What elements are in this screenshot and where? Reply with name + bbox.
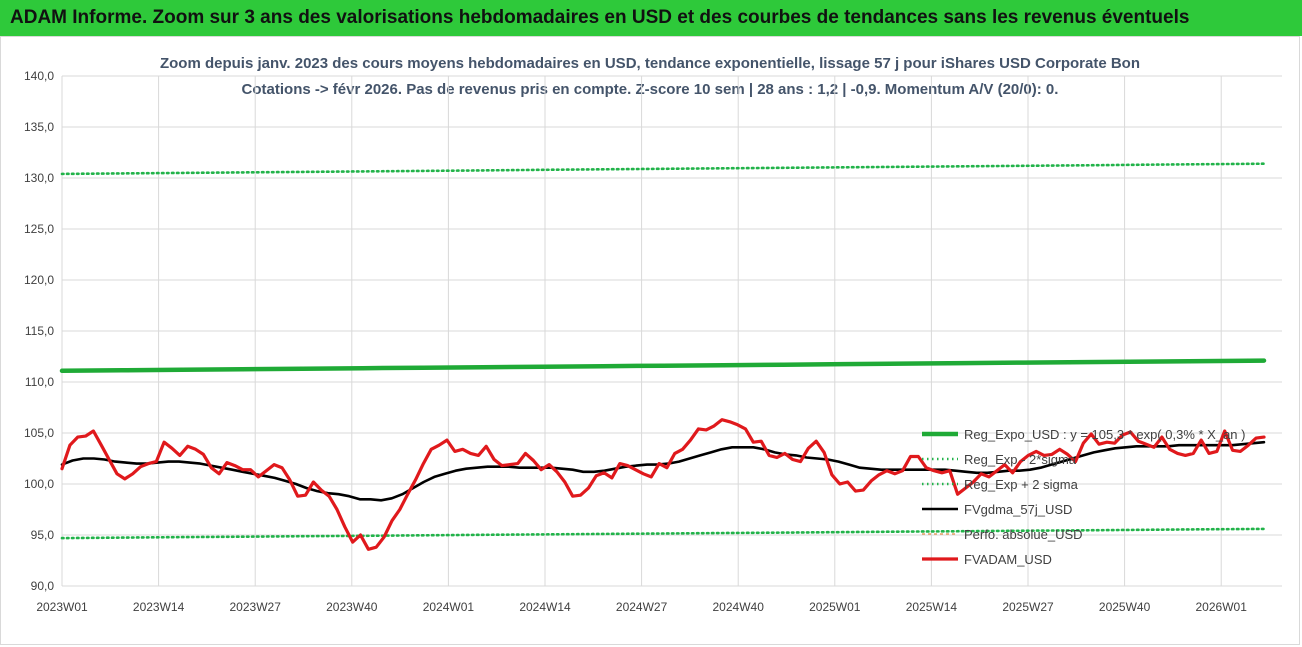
y-tick-label: 130,0 [24,171,54,185]
series-line-0 [59,358,1267,374]
x-tick-label: 2023W01 [36,600,88,614]
y-tick-label: 110,0 [25,375,54,389]
x-tick-label: 2025W14 [906,600,958,614]
y-tick-label: 100,0 [24,477,54,491]
series-group [59,162,1267,551]
x-tick-label: 2025W40 [1099,600,1151,614]
legend-label: Reg_Expo_USD : y = 105,3 * exp( 0,3% * X… [964,427,1245,442]
x-tick-label: 2024W27 [616,600,668,614]
chart-frame [0,36,1300,645]
x-tick-label: 2025W01 [809,600,861,614]
y-tick-label: 125,0 [24,222,54,236]
y-tick-label: 140,0 [24,69,54,83]
x-tick-label: 2024W01 [423,600,475,614]
x-tick-label: 2026W01 [1196,600,1248,614]
chart-title-line1: Zoom depuis janv. 2023 des cours moyens … [160,55,1140,72]
series-line-2 [60,162,1266,176]
chart: Zoom depuis janv. 2023 des cours moyens … [24,55,1282,614]
series-line-1 [60,527,1266,540]
legend-label: Reg_Exp - 2*sigma [964,452,1077,467]
x-tick-label: 2023W14 [133,600,185,614]
x-axis: 2023W01 2023W14 2023W27 2023W40 2024W01 2024W… [36,600,1247,614]
y-axis: 90,0 95,0 100,0 105,0 110,0 115,0 120,0 125,0 13… [24,69,54,593]
legend-label: Reg_Exp + 2 sigma [964,477,1079,492]
y-tick-label: 115,0 [25,324,54,338]
x-tick-label: 2025W27 [1002,600,1054,614]
y-tick-label: 105,0 [24,426,54,440]
chart-title-line2: Cotations -> févr 2026. Pas de revenus p… [242,81,1059,98]
grid [61,75,1282,587]
x-tick-label: 2023W27 [230,600,282,614]
series-line-3 [60,440,1266,502]
x-tick-label: 2023W40 [326,600,378,614]
banner-title: ADAM Informe. Zoom sur 3 ans des valoris… [0,0,1302,36]
legend-label: Perfo. absolue_USD [964,527,1083,542]
x-tick-label: 2024W40 [713,600,765,614]
y-tick-label: 135,0 [24,120,54,134]
series-line-5 [60,418,1266,551]
y-tick-label: 95,0 [31,528,55,542]
y-tick-label: 90,0 [31,579,55,593]
legend-label: FVADAM_USD [964,552,1052,567]
legend-label: FVgdma_57j_USD [964,502,1072,517]
y-tick-label: 120,0 [24,273,54,287]
x-tick-label: 2024W14 [519,600,571,614]
legend: Reg_Expo_USD : y = 105,3 * exp( 0,3% * X… [922,427,1245,567]
